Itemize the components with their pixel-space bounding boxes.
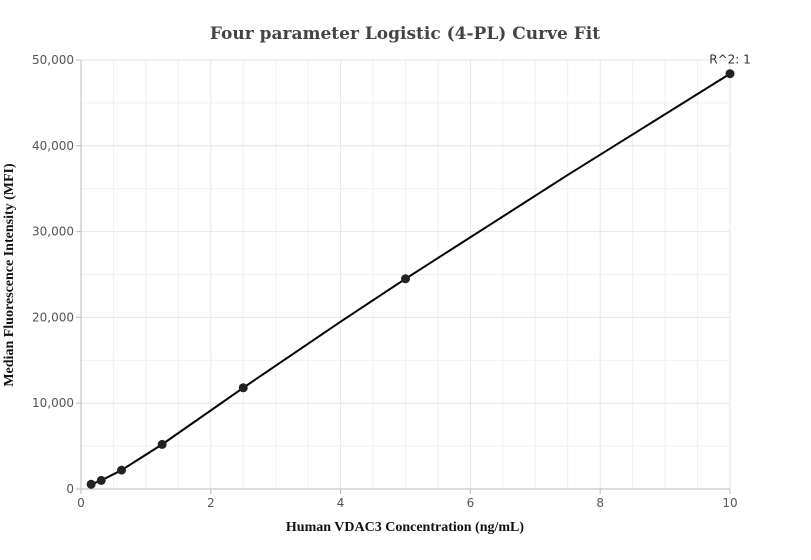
r-squared-annotation: R^2: 1	[709, 53, 751, 67]
x-tick-label: 6	[467, 496, 475, 510]
y-axis-title: Median Fluorescence Intensity (MFI)	[2, 163, 17, 387]
grid	[80, 59, 731, 490]
x-tick-label: 2	[207, 496, 215, 510]
fit-curve-line	[90, 72, 731, 486]
x-axis-ticks: 0 2 4 6 8 10	[77, 489, 738, 510]
chart-title: Four parameter Logistic (4-PL) Curve Fit	[210, 24, 600, 44]
x-axis-title: Human VDAC3 Concentration (ng/mL)	[286, 520, 524, 535]
data-point	[96, 475, 106, 485]
y-axis-ticks: 0 10,000 20,000 30,000 40,000 50,000	[32, 53, 81, 496]
y-tick-label: 20,000	[32, 310, 74, 324]
x-tick-label: 10	[722, 496, 737, 510]
x-tick-label: 0	[77, 496, 85, 510]
data-point	[117, 465, 127, 475]
y-tick-label: 30,000	[32, 225, 74, 239]
data-point	[157, 439, 167, 449]
y-tick-label: 40,000	[32, 139, 74, 153]
y-tick-label: 0	[66, 482, 74, 496]
x-tick-label: 8	[596, 496, 604, 510]
data-point	[238, 383, 248, 393]
data-points	[86, 69, 735, 489]
y-tick-label: 50,000	[32, 53, 74, 67]
data-point	[401, 274, 410, 284]
x-tick-label: 4	[337, 496, 345, 510]
data-point	[725, 69, 735, 79]
y-tick-label: 10,000	[32, 396, 74, 410]
axes	[80, 60, 730, 490]
data-point	[86, 479, 96, 489]
